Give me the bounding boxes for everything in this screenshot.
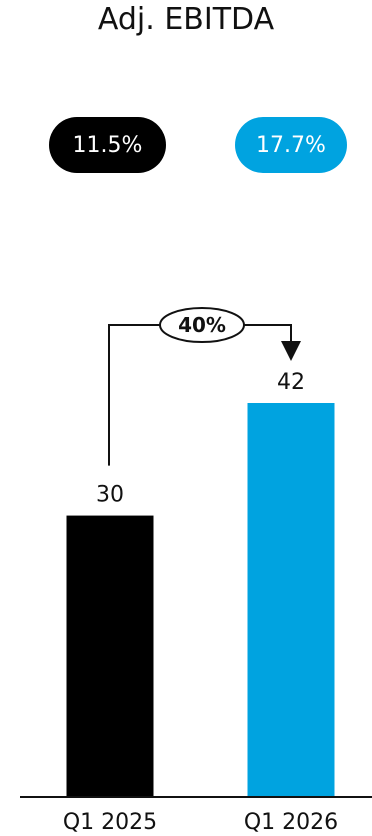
bar-q1-2026 xyxy=(247,403,335,797)
bar-q1-2025 xyxy=(66,515,154,797)
category-label: Q1 2026 xyxy=(244,810,338,835)
value-label: 42 xyxy=(277,370,305,395)
chart-title: Adj. EBITDA xyxy=(97,2,275,37)
growth-badge xyxy=(159,307,245,343)
category-label: Q1 2025 xyxy=(63,810,157,835)
margin-badge-q1-2026: 17.7% xyxy=(235,117,347,173)
margin-badge-q1-2025: 11.5% xyxy=(49,117,166,173)
growth-label: 40% xyxy=(178,313,226,337)
growth-annotation: 40% xyxy=(108,307,301,466)
value-label: 30 xyxy=(96,483,124,508)
